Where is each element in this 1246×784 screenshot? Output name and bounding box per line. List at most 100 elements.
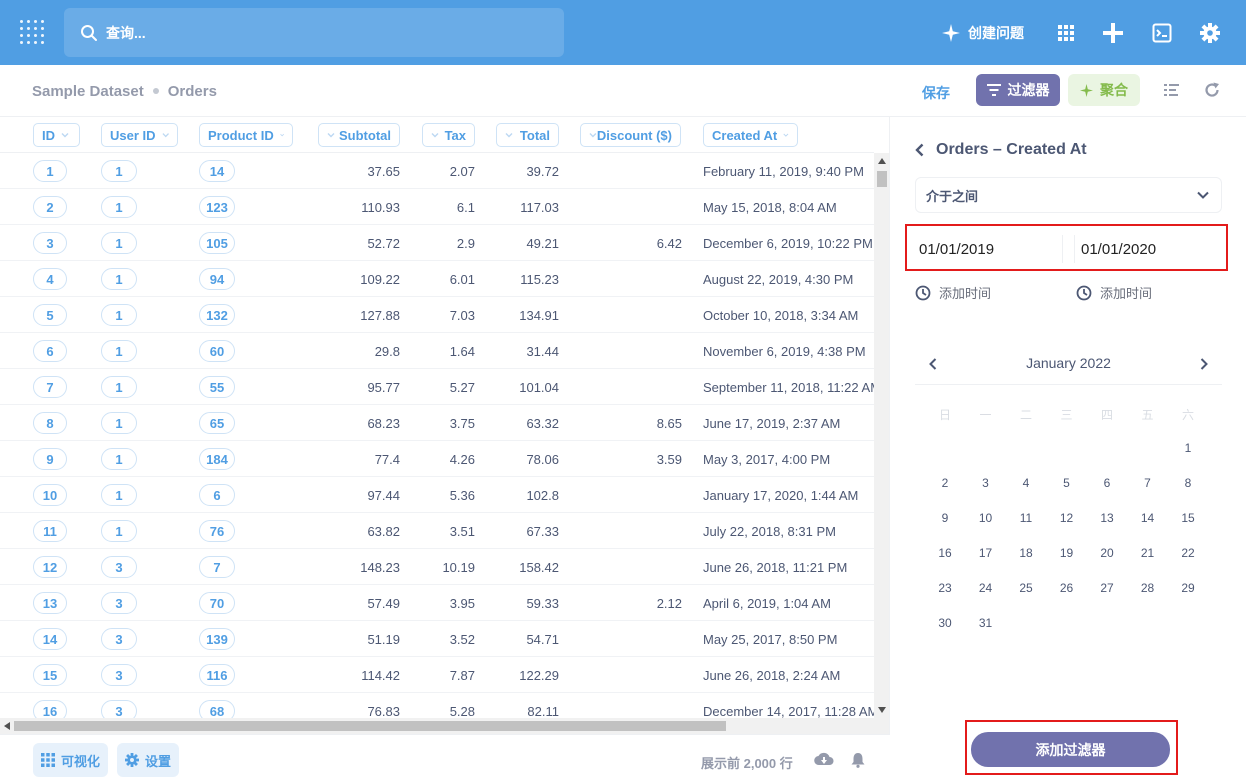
chevron-right-icon[interactable] xyxy=(1200,358,1208,370)
tax-cell[interactable]: 7.03 xyxy=(449,307,475,323)
total-cell[interactable]: 54.71 xyxy=(526,631,559,647)
total-cell[interactable]: 158.42 xyxy=(519,559,559,575)
subtotal-cell[interactable]: 77.4 xyxy=(374,451,400,467)
discount-cell[interactable] xyxy=(590,477,682,513)
created-at-cell[interactable]: November 6, 2019, 4:38 PM xyxy=(703,343,866,359)
created-at-cell[interactable]: August 22, 2019, 4:30 PM xyxy=(703,271,854,287)
new-question-button[interactable]: 创建问题 xyxy=(938,16,1028,50)
filter-column-back[interactable]: Orders – Created At xyxy=(915,141,1087,159)
discount-cell[interactable] xyxy=(590,189,682,225)
col-subtotal-header[interactable]: Subtotal xyxy=(318,123,400,147)
operator-select[interactable]: 介于之间 xyxy=(915,177,1222,213)
summarize-button[interactable]: 聚合 xyxy=(1068,74,1140,106)
discount-cell[interactable] xyxy=(590,513,682,549)
tax-cell[interactable]: 3.51 xyxy=(449,523,475,539)
col-product-id-header[interactable]: Product ID xyxy=(199,123,293,147)
subtotal-cell[interactable]: 68.23 xyxy=(367,415,400,431)
tax-cell[interactable]: 7.87 xyxy=(449,667,475,683)
created-at-cell[interactable]: May 3, 2017, 4:00 PM xyxy=(703,451,831,467)
tax-cell[interactable]: 10.19 xyxy=(442,559,475,575)
id-link[interactable]: 3 xyxy=(33,232,67,254)
total-cell[interactable]: 115.23 xyxy=(520,271,559,287)
product-id-link[interactable]: 7 xyxy=(199,556,235,578)
calendar-day[interactable]: 15 xyxy=(1181,510,1195,525)
calendar-day[interactable]: 13 xyxy=(1100,510,1114,525)
product-id-link[interactable]: 14 xyxy=(199,160,235,182)
discount-cell[interactable] xyxy=(590,261,682,297)
horizontal-scroll-thumb[interactable] xyxy=(14,721,726,731)
discount-cell[interactable]: 2.12 xyxy=(656,595,682,611)
browse-data-button[interactable] xyxy=(1054,16,1078,50)
created-at-cell[interactable]: July 22, 2018, 8:31 PM xyxy=(703,523,836,539)
user-id-link[interactable]: 1 xyxy=(101,340,137,362)
product-id-link[interactable]: 105 xyxy=(199,232,235,254)
discount-cell[interactable] xyxy=(590,369,682,405)
id-link[interactable]: 15 xyxy=(33,664,67,686)
total-cell[interactable]: 122.29 xyxy=(519,667,559,683)
id-link[interactable]: 8 xyxy=(33,412,67,434)
id-link[interactable]: 9 xyxy=(33,448,67,470)
subtotal-cell[interactable]: 109.22 xyxy=(360,271,400,287)
filter-button[interactable]: 过滤器 xyxy=(976,74,1060,106)
user-id-link[interactable]: 1 xyxy=(101,196,137,218)
id-link[interactable]: 10 xyxy=(33,484,67,506)
subtotal-cell[interactable]: 63.82 xyxy=(367,523,400,539)
subtotal-cell[interactable]: 57.49 xyxy=(367,595,400,611)
created-at-cell[interactable]: April 6, 2019, 1:04 AM xyxy=(703,595,831,611)
user-id-link[interactable]: 3 xyxy=(101,556,137,578)
calendar-day[interactable]: 10 xyxy=(978,510,993,525)
calendar-day[interactable]: 27 xyxy=(1100,580,1114,595)
created-at-cell[interactable]: June 17, 2019, 2:37 AM xyxy=(703,415,841,431)
created-at-cell[interactable]: June 26, 2018, 2:24 AM xyxy=(703,667,841,683)
calendar-day[interactable]: 9 xyxy=(941,510,949,525)
refresh-icon[interactable] xyxy=(1204,82,1220,98)
created-at-cell[interactable]: December 14, 2017, 11:28 AM xyxy=(703,703,874,719)
user-id-link[interactable]: 1 xyxy=(101,412,137,434)
tax-cell[interactable]: 6.01 xyxy=(449,271,475,287)
user-id-link[interactable]: 3 xyxy=(101,628,137,650)
start-date-input[interactable]: 01/01/2019 xyxy=(913,235,1063,263)
product-id-link[interactable]: 60 xyxy=(199,340,235,362)
product-id-link[interactable]: 55 xyxy=(199,376,235,398)
horizontal-scrollbar[interactable] xyxy=(0,718,889,734)
id-link[interactable]: 11 xyxy=(33,520,67,542)
bell-icon[interactable] xyxy=(851,752,865,768)
row-count[interactable]: 展示前 2,000 行 xyxy=(701,756,793,771)
subtotal-cell[interactable]: 148.23 xyxy=(360,559,400,575)
col-user-id-header[interactable]: User ID xyxy=(101,123,178,147)
calendar-day[interactable]: 28 xyxy=(1140,580,1155,595)
calendar-day[interactable]: 26 xyxy=(1059,580,1074,595)
product-id-link[interactable]: 76 xyxy=(199,520,235,542)
created-at-cell[interactable]: May 25, 2017, 8:50 PM xyxy=(703,631,838,647)
col-discount-header[interactable]: Discount ($) xyxy=(580,123,681,147)
calendar-day[interactable]: 18 xyxy=(1019,545,1033,560)
user-id-link[interactable]: 1 xyxy=(101,160,137,182)
id-link[interactable]: 7 xyxy=(33,376,67,398)
product-id-link[interactable]: 70 xyxy=(199,592,235,614)
scroll-left-icon[interactable] xyxy=(4,722,10,730)
col-created-at-header[interactable]: Created At xyxy=(703,123,798,147)
total-cell[interactable]: 82.11 xyxy=(527,703,559,719)
subtotal-cell[interactable]: 37.65 xyxy=(367,163,400,179)
scroll-up-icon[interactable] xyxy=(878,158,886,164)
calendar-day[interactable]: 29 xyxy=(1181,580,1195,595)
settings-button[interactable] xyxy=(1197,16,1223,50)
subtotal-cell[interactable]: 51.19 xyxy=(367,631,400,647)
calendar-day[interactable]: 30 xyxy=(938,615,952,630)
discount-cell[interactable]: 6.42 xyxy=(656,235,682,251)
calendar-day[interactable]: 31 xyxy=(978,615,993,630)
add-end-time-button[interactable]: 添加时间 xyxy=(1076,283,1152,302)
calendar-day[interactable]: 23 xyxy=(938,580,952,595)
discount-cell[interactable]: 8.65 xyxy=(656,415,682,431)
total-cell[interactable]: 49.21 xyxy=(526,235,559,251)
calendar-day[interactable]: 24 xyxy=(978,580,993,595)
subtotal-cell[interactable]: 114.42 xyxy=(361,667,400,683)
user-id-link[interactable]: 1 xyxy=(101,484,137,506)
product-id-link[interactable]: 139 xyxy=(199,628,235,650)
col-total-header[interactable]: Total xyxy=(496,123,559,147)
created-at-cell[interactable]: October 10, 2018, 3:34 AM xyxy=(703,307,859,323)
total-cell[interactable]: 101.04 xyxy=(519,379,559,395)
notebook-editor-icon[interactable] xyxy=(1164,82,1180,98)
user-id-link[interactable]: 1 xyxy=(101,448,137,470)
id-link[interactable]: 13 xyxy=(33,592,67,614)
